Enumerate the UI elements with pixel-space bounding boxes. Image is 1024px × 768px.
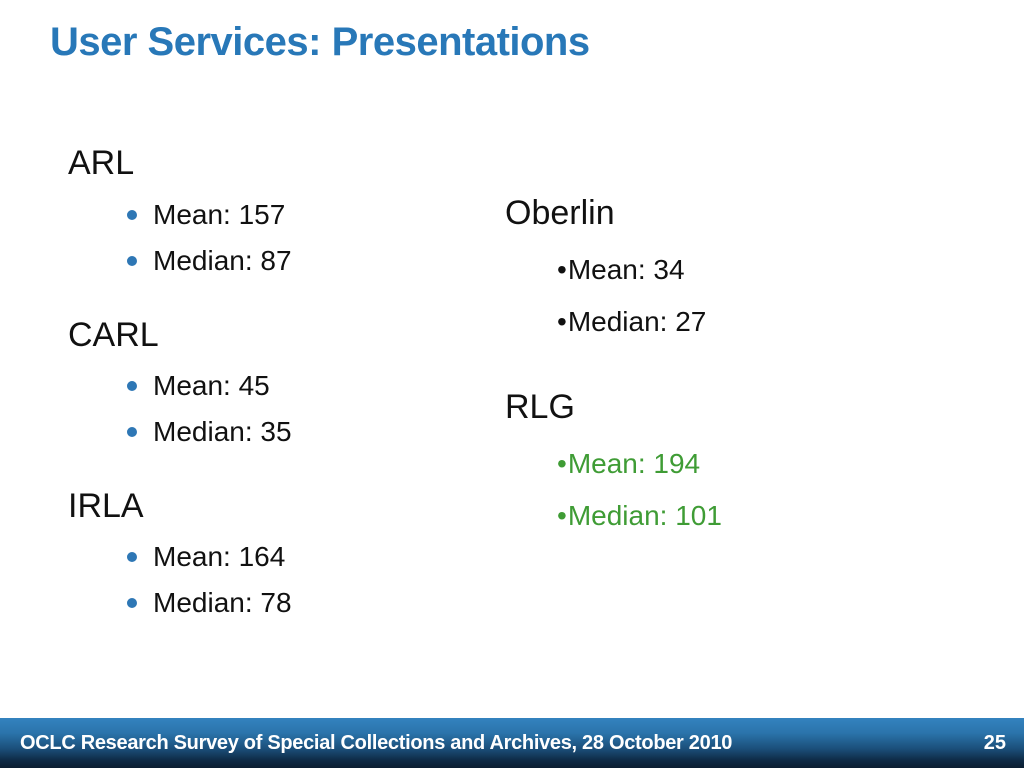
stat-text: Mean: 164: [153, 541, 286, 572]
stat-text: Median: 35: [153, 416, 292, 447]
stat-text: Median: 101: [567, 500, 722, 531]
list-item: Median: 87: [127, 247, 292, 275]
bullet-char-icon: •: [557, 448, 567, 479]
section-heading-arl: ARL: [68, 144, 135, 182]
bullet-dot-icon: [127, 552, 137, 562]
section-heading-irla: IRLA: [68, 487, 144, 525]
bullet-char-icon: •: [557, 254, 567, 285]
list-item: Median: 35: [127, 418, 292, 446]
section-heading-rlg: RLG: [505, 388, 575, 426]
list-item: Mean: 164: [127, 543, 285, 571]
footer-citation: OCLC Research Survey of Special Collecti…: [20, 731, 733, 754]
bullet-dot-icon: [127, 210, 137, 220]
page-number: 25: [983, 731, 1006, 754]
bullet-dot-icon: [127, 381, 137, 391]
bullet-char-icon: •: [557, 306, 567, 337]
stat-text: Median: 78: [153, 587, 292, 618]
stat-text: Mean: 34: [567, 254, 685, 285]
bullet-dot-icon: [127, 427, 137, 437]
bullet-dot-icon: [127, 598, 137, 608]
list-item: •Median: 27: [557, 308, 706, 336]
section-heading-oberlin: Oberlin: [505, 194, 615, 232]
stat-text: Mean: 157: [153, 199, 286, 230]
section-heading-carl: CARL: [68, 316, 159, 354]
list-item: Mean: 157: [127, 201, 285, 229]
page-title: User Services: Presentations: [50, 20, 590, 64]
list-item: •Median: 101: [557, 502, 722, 530]
bullet-dot-icon: [127, 256, 137, 266]
stat-text: Median: 87: [153, 245, 292, 276]
list-item: •Mean: 34: [557, 256, 685, 284]
stat-text: Median: 27: [567, 306, 707, 337]
list-item: •Mean: 194: [557, 450, 700, 478]
list-item: Median: 78: [127, 589, 292, 617]
footer-bar: OCLC Research Survey of Special Collecti…: [0, 718, 1024, 768]
list-item: Mean: 45: [127, 372, 270, 400]
stat-text: Mean: 194: [567, 448, 701, 479]
stat-text: Mean: 45: [153, 370, 270, 401]
bullet-char-icon: •: [557, 500, 567, 531]
